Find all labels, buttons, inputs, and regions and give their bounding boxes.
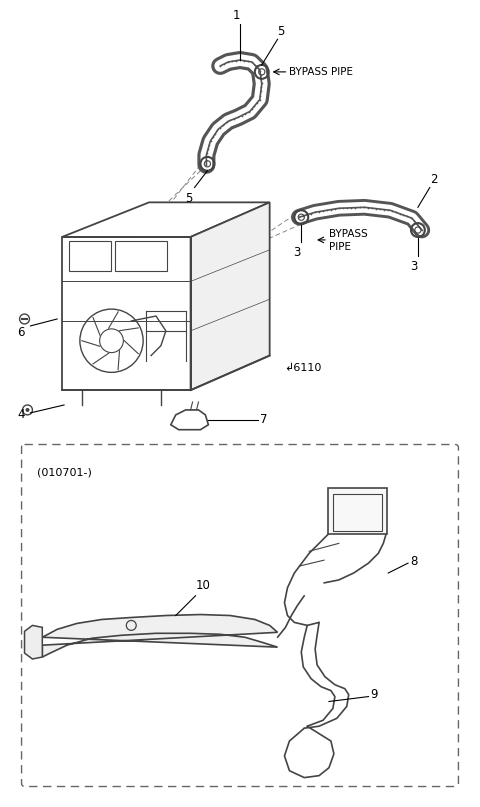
Point [241,107,249,120]
Point [240,54,248,67]
Point [203,146,211,159]
Point [257,73,265,86]
Point [209,131,216,144]
Point [413,217,420,230]
Point [331,203,339,215]
Point [300,210,307,223]
Point [230,112,238,125]
Point [211,128,219,140]
Text: 7: 7 [260,413,267,426]
Point [214,124,221,137]
Text: (010701-): (010701-) [37,467,92,477]
Point [319,204,327,217]
Text: 4: 4 [18,408,25,421]
Text: 5: 5 [277,25,285,38]
Point [256,93,264,106]
Text: PIPE: PIPE [329,242,351,252]
Circle shape [25,408,29,412]
Point [248,102,256,115]
Text: 10: 10 [195,579,210,592]
Polygon shape [191,203,270,390]
Point [257,81,265,94]
Point [408,211,415,224]
Point [415,220,423,233]
Point [368,202,375,215]
Point [257,85,264,98]
Point [327,203,335,216]
Text: 2: 2 [430,173,437,186]
Point [234,111,242,123]
Text: 3: 3 [410,260,418,273]
FancyBboxPatch shape [328,488,387,534]
Point [205,138,213,151]
Point [343,202,351,215]
Text: 5: 5 [185,193,192,206]
Point [323,204,331,217]
Point [356,201,363,214]
Point [232,54,240,67]
Point [296,211,303,224]
Point [203,158,210,171]
Point [360,201,367,214]
Point [248,56,256,69]
Point [257,69,264,82]
Point [303,208,311,221]
Point [351,201,359,214]
Point [204,142,212,155]
Point [227,114,234,127]
Point [384,203,392,216]
Point [410,214,418,227]
Point [203,150,210,163]
Text: 6: 6 [18,326,25,339]
Point [372,202,380,215]
Point [392,206,400,219]
Point [228,55,235,68]
Point [216,60,224,73]
Point [388,204,396,217]
Text: BYPASS: BYPASS [329,229,368,239]
Point [339,202,347,215]
Point [236,53,243,66]
Point [256,89,264,102]
Point [216,121,224,134]
Point [418,224,426,236]
Point [251,58,259,71]
Text: 3: 3 [294,246,301,259]
Point [380,203,388,216]
Point [220,119,228,132]
Point [376,203,384,215]
Point [203,154,210,167]
Point [364,201,372,214]
Point [238,109,245,122]
Point [348,202,355,215]
Point [258,77,265,90]
Point [404,210,411,223]
Point [251,99,258,112]
Text: ↲6110: ↲6110 [285,363,322,374]
Point [253,96,261,109]
Point [224,56,231,69]
Text: 1: 1 [232,10,240,23]
Text: BYPASS PIPE: BYPASS PIPE [289,67,353,77]
Point [307,207,315,220]
Point [400,209,408,222]
Point [335,202,343,215]
Point [315,205,323,218]
Point [223,116,230,129]
Point [245,106,253,119]
Point [244,55,252,68]
Point [256,65,264,77]
Point [220,57,228,70]
Polygon shape [62,203,270,237]
Point [311,206,319,219]
Point [396,207,404,220]
Polygon shape [42,614,277,657]
Text: 9: 9 [371,688,378,701]
Point [207,134,215,147]
Polygon shape [24,625,42,659]
Text: 8: 8 [410,554,418,567]
Point [254,61,262,74]
